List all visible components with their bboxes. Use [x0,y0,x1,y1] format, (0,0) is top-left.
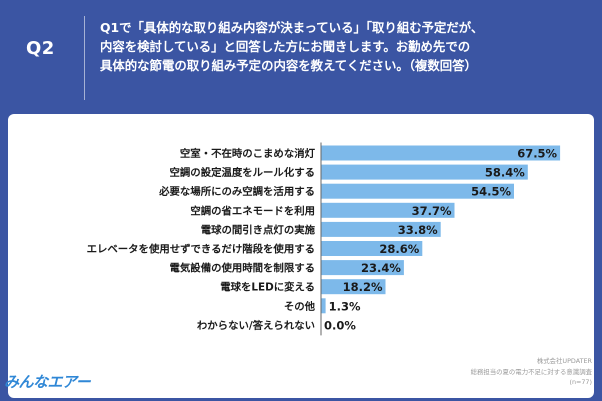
header-divider [84,16,85,100]
category-label-7: 電球をLEDに変える [220,281,315,294]
bar-0 [321,145,561,161]
value-label-6: 23.4% [361,261,401,275]
value-label-0: 67.5% [517,147,557,161]
bar-2 [321,183,514,199]
brand-logo: みんなエアー [4,373,91,391]
category-label-6: 電気設備の使用時間を制限する [170,262,315,275]
category-label-5: エレベータを使用せずできるだけ階段を使用する [87,243,315,256]
category-label-2: 必要な場所にのみ空調を活用する [158,185,315,198]
category-label-9: わからない/答えられない [197,319,315,332]
source-survey: 総務担当の夏の電力不足に対する意識調査 [470,367,592,376]
question-id: Q2 [26,38,55,59]
bar-1 [321,164,528,180]
source-company: 株式会社UPDATER [536,357,592,365]
bar-6 [321,260,404,276]
value-label-9: 0.0% [324,318,356,332]
value-label-7: 18.2% [343,280,383,294]
category-label-0: 空室・不在時のこまめな消灯 [180,147,316,160]
chart-card: 空室・不在時のこまめな消灯 67.5% 空調の設定温度をルール化する 58.4% 必要な… [8,114,594,398]
value-label-2: 54.5% [471,185,511,199]
source-sample-size: (n=77) [569,378,592,386]
bar-4 [321,221,441,237]
question-text: Q1で「具体的な取り組み内容が決まっている」「取り組む予定だが、 内容を検討して… [100,20,484,73]
bar-chart: 空室・不在時のこまめな消灯 67.5% 空調の設定温度をルール化する 58.4% 必要な… [87,142,561,336]
category-label-4: 電球の間引き点灯の実施 [201,223,316,236]
category-label-1: 空調の設定温度をルール化する [170,166,315,179]
header-banner: Q2 Q1で「具体的な取り組み内容が決まっている」「取り組む予定だが、 内容を検… [0,0,602,112]
value-label-3: 37.7% [412,204,452,218]
bar-8 [321,298,326,314]
bar-3 [321,202,455,218]
value-label-5: 28.6% [379,242,419,256]
bar-5 [321,241,423,256]
category-label-3: 空調の省エネモードを利用 [190,204,315,217]
value-label-8: 1.3% [329,299,361,313]
source-note: 株式会社UPDATER 総務担当の夏の電力不足に対する意識調査 (n=77) [471,356,592,388]
value-label-1: 58.4% [485,166,525,180]
category-label-8: その他 [284,300,316,313]
bar-7 [321,279,386,295]
value-label-4: 33.8% [398,223,438,237]
